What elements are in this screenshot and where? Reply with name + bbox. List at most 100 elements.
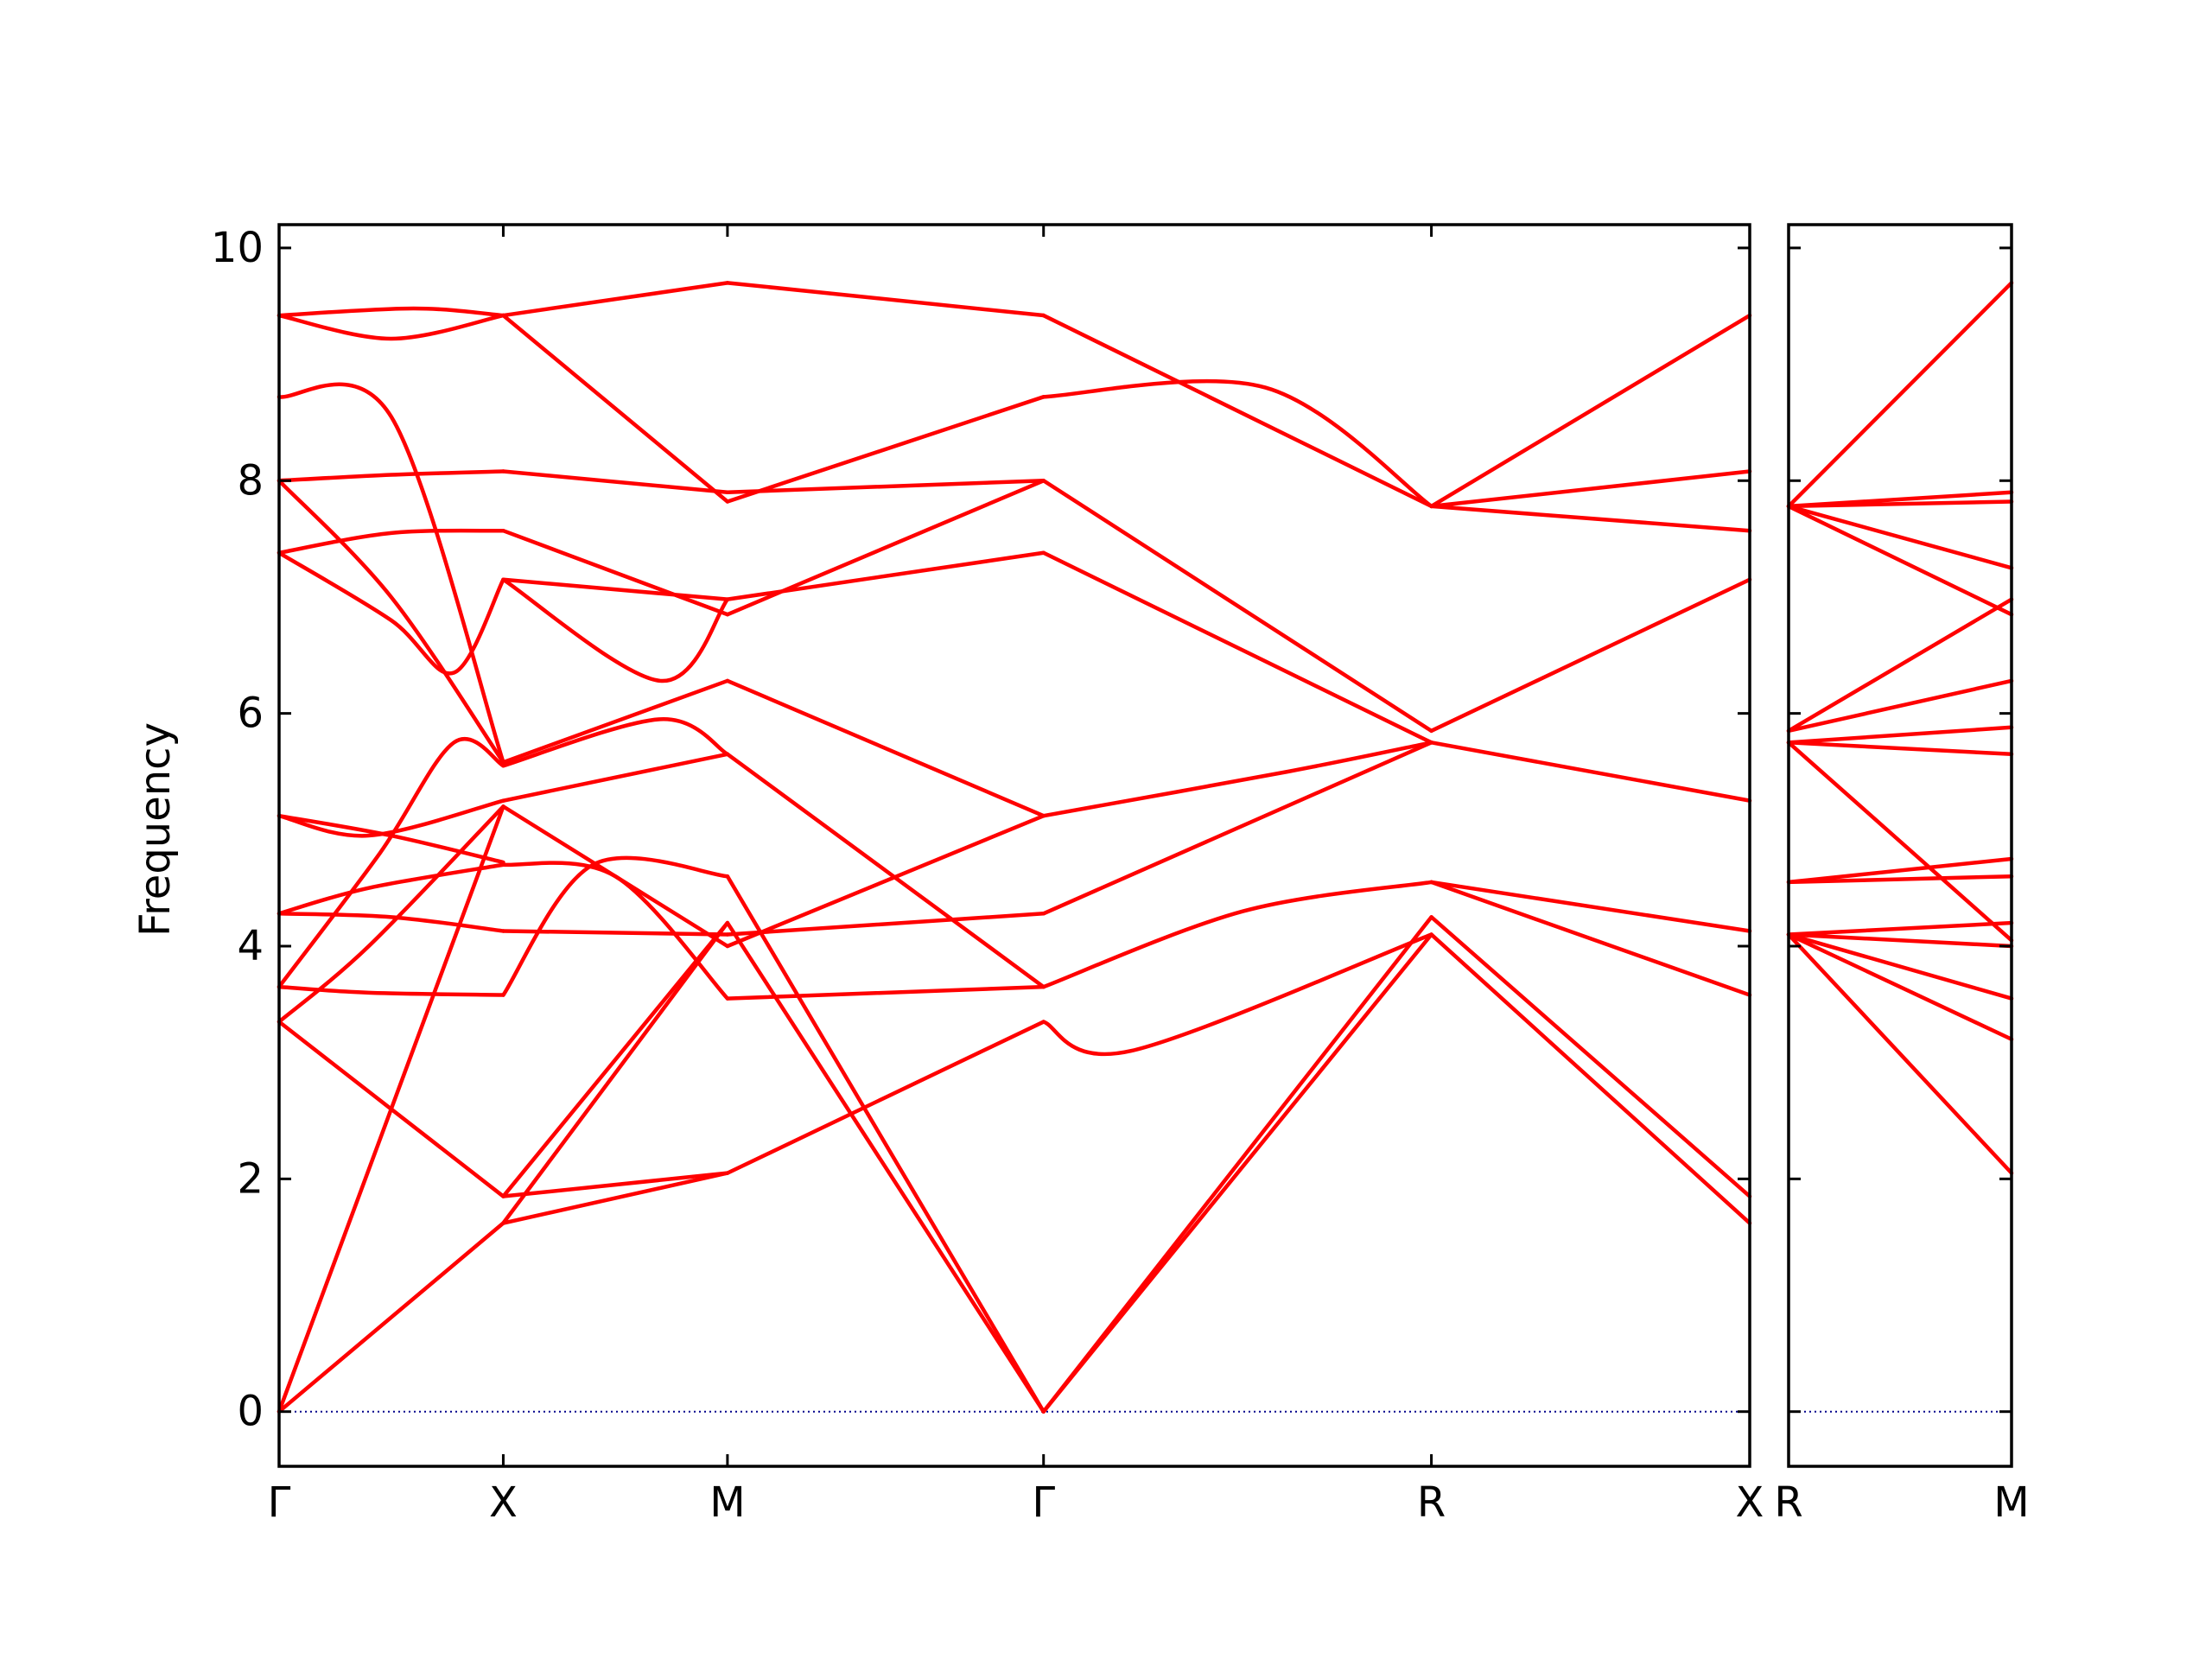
y-tick-label: 10 [211,224,264,272]
band-line [276,804,505,1024]
y-tick-label: 6 [237,690,264,738]
band-line [1786,856,2014,885]
y-tick-label: 4 [237,922,264,970]
band-line [276,550,505,676]
band-line [1429,915,1752,1198]
band-line [725,920,1046,1414]
band-line [276,382,505,765]
x-tick-label: M [1993,1478,2029,1527]
band-line [1786,678,2014,734]
band-line [501,281,730,318]
band-line [501,577,730,683]
band-line [501,855,730,997]
y-tick-label: 8 [237,456,264,505]
band-line [1041,313,1433,509]
band-line [1786,932,2014,1001]
band-line [725,479,1046,617]
band-line [501,717,730,768]
band-line [501,678,730,765]
band-line [501,1171,730,1225]
band-line [1041,741,1433,916]
band-line [501,804,730,949]
band-line [1041,880,1433,989]
band-line [501,920,730,1225]
band-line [1786,874,2014,885]
band-line [1041,741,1433,818]
band-line [276,798,505,838]
band-line [1429,741,1752,803]
band-line [1786,932,2014,949]
band-line [1429,880,1752,933]
band-line [501,313,730,504]
band-line [725,395,1046,504]
band-line [1429,469,1752,509]
band-line [276,469,505,483]
band-series [1786,281,2014,1175]
x-tick-label: X [489,1478,518,1527]
band-line [501,469,730,495]
band-line [276,479,505,765]
band-line [276,736,505,989]
band-line [276,813,505,865]
x-tick-label: Γ [1032,1478,1055,1527]
x-tick-label: M [709,1478,745,1527]
band-line [501,528,730,617]
band-line [1786,597,2014,734]
x-tick-label: R [1774,1478,1802,1527]
band-line [1786,932,2014,1041]
band-line [276,313,505,341]
band-line [725,479,1046,495]
band-line [276,1221,505,1414]
x-tick-label: X [1736,1478,1764,1527]
band-line [501,577,730,601]
band-line [1786,504,2014,570]
band-line [1429,313,1752,509]
band-line [725,984,1046,1001]
band-line [1786,725,2014,745]
band-line [501,929,730,937]
band-line [725,1020,1046,1175]
plot-frame [1787,223,2013,1468]
band-line [276,912,505,933]
band-line [276,862,505,916]
band-line [725,813,1046,949]
band-line [1041,378,1433,509]
band-line [1041,479,1433,734]
band-line [1041,915,1433,1414]
band-line [1786,920,2014,937]
band-line [1429,932,1752,1225]
band-line [501,920,730,1198]
band-line [725,874,1046,1414]
band-line [1786,281,2014,509]
band-line [1429,504,1752,533]
main-panel: Γ X M Γ R X 0 2 4 6 8 10 [211,223,1764,1527]
band-line [276,984,505,997]
band-line [1786,741,2014,757]
band-line [1786,504,2014,617]
band-line [276,528,505,556]
band-line [1429,880,1752,997]
band-line [725,281,1046,318]
band-line [1041,932,1433,1057]
band-line [501,1171,730,1198]
plot-frame [277,223,1751,1468]
band-line [1786,490,2014,509]
y-axis-label: Frequency [131,722,180,937]
x-tick-label: Γ [268,1478,291,1527]
y-tick-label: 2 [237,1154,264,1203]
band-series [276,281,1752,1414]
y-tick-label: 0 [237,1388,264,1436]
band-line [276,306,505,318]
band-line [276,1020,505,1198]
band-line [1786,932,2014,1175]
band-line [501,752,730,803]
band-line [1041,550,1433,745]
band-line [725,752,1046,989]
x-tick-label: R [1417,1478,1446,1527]
band-line [1429,577,1752,734]
band-line [1786,741,2014,943]
band-line [725,678,1046,818]
band-line [725,912,1046,937]
